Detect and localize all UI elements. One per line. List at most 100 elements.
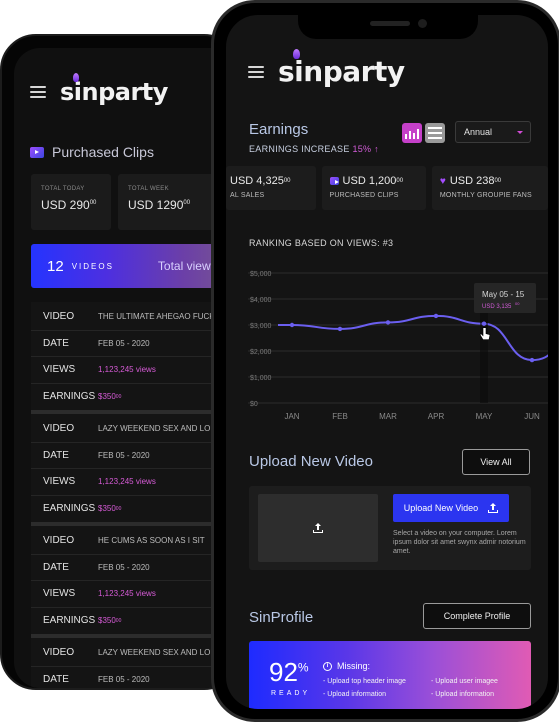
flame-icon [293, 49, 300, 59]
chart-view-toggle[interactable] [402, 123, 422, 143]
clip-row-label: DATE [43, 673, 69, 685]
upload-section-title: Upload New Video [249, 453, 373, 470]
kpi-amount: USD 4,325 [230, 175, 284, 187]
clip-icon [329, 177, 339, 185]
kpi-row: USD 4,325 00 AL SALES USD 1,200 00 PURCHAS… [226, 166, 548, 210]
chevron-down-icon [517, 131, 523, 134]
clip-row-value: FEB 05 - 2020 [98, 338, 150, 348]
clip-card[interactable]: VIDEO LAZY WEEKEND SEX AND LOUD DATE FEB 05… [31, 638, 238, 688]
back-header: sinparty [30, 73, 168, 106]
upload-button-label: Upload New Video [403, 503, 479, 513]
clip-row-label: VIEWS [43, 588, 76, 600]
brand-logo[interactable]: sinparty [278, 49, 405, 88]
upload-video-button[interactable]: Upload New Video [393, 494, 509, 522]
phone-notch [298, 15, 478, 39]
missing-label: Missing: [337, 661, 371, 671]
speaker [370, 21, 410, 26]
y-tick-label: $1,000 [250, 375, 272, 382]
kpi-total-sales: USD 4,325 00 AL SALES [226, 166, 316, 210]
list-view-toggle[interactable] [425, 123, 445, 143]
missing-item: - Upload information [431, 691, 495, 698]
clip-row-views: VIEWS 1,123,245 views [31, 581, 238, 608]
clip-row-value: LAZY WEEKEND SEX AND LOUD [98, 424, 222, 434]
front-phone-screen: sinparty Earnings EARNINGS INCREASE 15% … [226, 15, 548, 709]
stat-value: USD 29000 [41, 198, 101, 212]
complete-profile-button[interactable]: Complete Profile [423, 603, 531, 629]
y-tick-label: $5,000 [250, 271, 272, 278]
clip-row-value: LAZY WEEKEND SEX AND LOUD [98, 648, 222, 658]
clip-row-label: EARNINGS [43, 503, 96, 515]
clip-row-value: 1,123,245 views [98, 477, 156, 487]
clip-row-date: DATE FEB 05 - 2020 [31, 555, 238, 581]
clip-card[interactable]: VIDEO HE CUMS AS SOON AS I SIT DATE FEB 05 … [31, 526, 238, 638]
page-title-text: Purchased Clips [52, 144, 154, 160]
missing-item: - Upload user imagee [431, 678, 498, 685]
clip-row-value: THE ULTIMATE AHEGAO FUCKING [98, 312, 229, 322]
clip-row-label: VIDEO [43, 311, 75, 323]
brand-logo-text: sinparty [60, 78, 168, 106]
menu-icon[interactable] [30, 86, 46, 98]
clip-row-video: VIDEO LAZY WEEKEND SEX AND LOUD [31, 416, 238, 443]
stat-cents: 00 [183, 200, 191, 206]
earnings-title: Earnings [249, 121, 309, 138]
stat-label: TOTAL TODAY [41, 186, 85, 192]
clip-card[interactable]: VIDEO LAZY WEEKEND SEX AND LOUD DATE FEB 05… [31, 414, 238, 526]
y-tick-label: $3,000 [250, 323, 272, 330]
period-select-value: Annual [464, 127, 493, 137]
tooltip-cents: 00 [515, 301, 520, 306]
kpi-label: MONTHLY GROUPIE FANS [439, 192, 532, 199]
clip-card[interactable]: VIDEO THE ULTIMATE AHEGAO FUCKING DATE FEB … [31, 302, 238, 414]
hover-column [480, 283, 488, 403]
stat-card-today: TOTAL TODAY USD 29000 [31, 174, 111, 230]
profile-percent-value: 92 [269, 657, 298, 687]
data-point [481, 321, 487, 326]
earnings-line-chart[interactable]: $5,000 $4,000 $3,000 $2,000 $1,000 $0 JAN FEB MA… [226, 251, 548, 431]
y-tick-label: $2,000 [250, 349, 272, 356]
clip-earnings-cents: 00 [115, 393, 122, 400]
clip-row-value: FEB 05 - 2020 [98, 562, 150, 572]
sinprofile-title: SinProfile [249, 609, 314, 626]
back-phone-screen: sinparty Purchased Clips TOTAL TODAY USD… [14, 48, 238, 688]
hand-cursor-icon [479, 327, 491, 340]
clip-row-label: VIEWS [43, 364, 76, 376]
clip-row-earnings: EARNINGS $350 00 [31, 608, 238, 635]
front-phone: sinparty Earnings EARNINGS INCREASE 15% … [211, 0, 559, 722]
y-tick-label: $4,000 [250, 297, 272, 304]
stat-cents: 00 [89, 200, 97, 206]
clip-row-value: $350 [98, 392, 116, 402]
menu-icon[interactable] [248, 65, 264, 78]
upload-dropzone[interactable] [258, 494, 378, 562]
clip-row-label: DATE [43, 337, 69, 349]
stat-amount: USD 290 [41, 198, 90, 212]
period-select[interactable]: Annual [455, 121, 531, 143]
camera [418, 19, 427, 28]
clip-row-date: DATE FEB 05 - 2020 [31, 331, 238, 357]
clip-row-video: VIDEO LAZY WEEKEND SEX AND LOUD [31, 640, 238, 667]
flame-icon [73, 73, 79, 82]
kpi-amount: USD 238 [449, 175, 495, 187]
clip-row-label: VIDEO [43, 423, 75, 435]
clip-row-value: $350 [98, 504, 116, 514]
brand-logo[interactable]: sinparty [60, 73, 168, 106]
info-icon: i [323, 661, 332, 671]
clip-earnings-cents: 00 [115, 505, 122, 512]
upload-icon [488, 503, 499, 513]
clip-row-earnings: EARNINGS $350 00 [31, 384, 238, 411]
missing-item: - Upload top header image [323, 678, 406, 685]
tooltip-box [474, 283, 536, 313]
data-point [529, 357, 535, 363]
clip-row-value: HE CUMS AS SOON AS I SIT [98, 536, 205, 546]
page-title: Purchased Clips [30, 144, 154, 160]
clip-row-video: VIDEO THE ULTIMATE AHEGAO FUCKING [31, 304, 238, 331]
clip-list: VIDEO THE ULTIMATE AHEGAO FUCKING DATE FEB … [31, 302, 238, 688]
clip-row-label: EARNINGS [43, 615, 96, 627]
clip-row-date: DATE FEB 05 - 2020 [31, 443, 238, 469]
heart-icon: ♥ [439, 175, 446, 187]
view-all-button[interactable]: View All [462, 449, 530, 475]
clip-earnings-cents: 00 [115, 617, 122, 624]
upload-icon [313, 523, 323, 533]
kpi-groupie-fans: ♥ USD 238 00 MONTHLY GROUPIE FANS [431, 166, 548, 210]
clip-row-label: VIDEO [43, 647, 75, 659]
series-line [278, 314, 548, 362]
